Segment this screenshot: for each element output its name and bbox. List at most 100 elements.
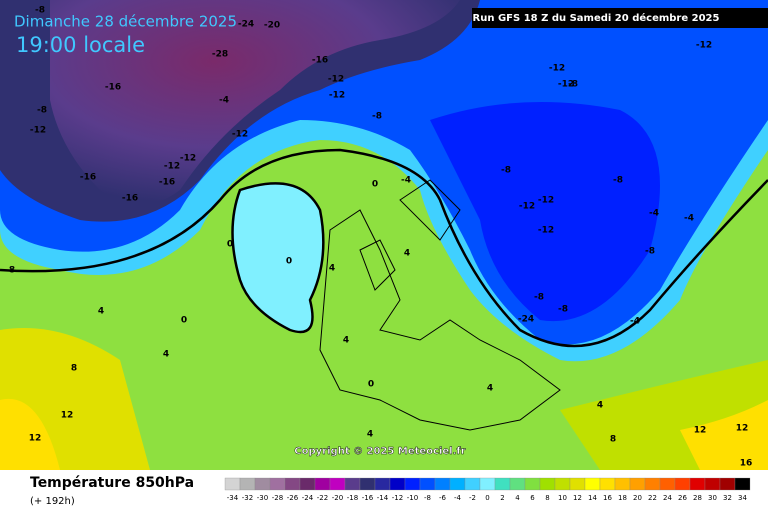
isotherm-label: -12 [180, 154, 196, 164]
forecast-time: 19:00 locale [16, 33, 145, 57]
scale-swatch [344, 477, 361, 491]
run-info: Run GFS 18 Z du Samedi 20 décembre 2025 [473, 12, 720, 24]
isotherm-label: 0 [227, 240, 233, 250]
scale-swatch [569, 477, 586, 491]
isotherm-label: 0 [368, 380, 374, 390]
scale-label: 8 [545, 494, 549, 502]
scale-label: -18 [347, 494, 358, 502]
scale-swatch [239, 477, 256, 491]
scale-label: 34 [738, 494, 747, 502]
scale-swatch [389, 477, 406, 491]
isotherm-label: -16 [80, 173, 96, 183]
scale-label: -4 [454, 494, 462, 502]
footer-title: Température 850hPa [30, 475, 194, 491]
scale-label: 16 [603, 494, 612, 502]
scale-swatch [524, 477, 541, 491]
scale-label: 20 [633, 494, 642, 502]
coastline [359, 179, 461, 291]
isotherm-label: 4 [404, 249, 410, 259]
scale-label: 18 [618, 494, 627, 502]
scale-swatch [449, 477, 466, 491]
scale-label: 0 [485, 494, 489, 502]
forecast-date: Dimanche 28 décembre 2025 [14, 13, 237, 31]
scale-label: 32 [723, 494, 732, 502]
map [0, 0, 768, 470]
scale-label: -6 [439, 494, 447, 502]
isotherm-label: 16 [740, 459, 753, 469]
map-labels: -8-16-8-12-16-16-16-12-12-12-4-20-24-28-… [9, 6, 752, 469]
scale-swatch [269, 477, 286, 491]
scale-swatch [254, 477, 271, 491]
scale-label: -20 [332, 494, 343, 502]
very-cold-area [50, 0, 460, 205]
isotherm-label: -8 [645, 247, 655, 257]
warm-area [680, 400, 768, 470]
footer [0, 470, 768, 512]
warm-area [0, 398, 60, 470]
isotherm-label: -16 [312, 56, 328, 66]
isotherm-label: 0 [181, 316, 187, 326]
scale-swatch [464, 477, 481, 491]
isotherm-label: -8 [372, 112, 382, 122]
scale-label: -10 [407, 494, 418, 502]
isotherm-label: -16 [105, 83, 121, 93]
isotherm-label: 4 [329, 264, 335, 274]
copyright: Copyright © 2025 Meteociel.fr [294, 446, 465, 457]
scale-swatch [644, 477, 661, 491]
isotherm-label: -12 [328, 75, 344, 85]
footer-lead: (+ 192h) [30, 496, 75, 507]
scale-label: -22 [317, 494, 328, 502]
run-banner [472, 8, 768, 28]
isotherm-label: 4 [98, 307, 104, 317]
isotherm-label: -8 [613, 176, 623, 186]
scale-label: -34 [227, 494, 239, 502]
isotherm-label: 8 [9, 266, 15, 276]
scale-swatch [404, 477, 421, 491]
scale-label: -14 [377, 494, 389, 502]
isotherm-label: -12 [30, 126, 46, 136]
scale-swatch [554, 477, 571, 491]
scale-label: -16 [362, 494, 374, 502]
scale-swatch [224, 477, 241, 491]
coastline [319, 209, 561, 431]
isotherm-label: -16 [122, 194, 138, 204]
isotherm-label: -12 [164, 162, 180, 172]
scale-label: -24 [302, 494, 314, 502]
isotherm-label: -4 [649, 209, 659, 219]
scale-swatch [629, 477, 646, 491]
scale-label: -32 [242, 494, 253, 502]
isotherm-label: 8 [610, 435, 616, 445]
isotherm-label: -24 [518, 315, 534, 325]
scale-swatch [434, 477, 451, 491]
isotherm-label: -12 [329, 91, 345, 101]
isotherm-label: -28 [212, 50, 228, 60]
zero-isotherm [231, 182, 325, 334]
isotherm-label: -12 [232, 130, 248, 140]
isotherm-label: 12 [61, 411, 74, 421]
isotherm-label: -12 [558, 80, 574, 90]
scale-swatch [539, 477, 556, 491]
isotherm-label: -4 [401, 176, 411, 186]
scale-swatch [704, 477, 721, 491]
isotherm-label: 4 [367, 430, 373, 440]
zero-isotherm [0, 148, 768, 348]
isotherm-label: 12 [694, 426, 707, 436]
cool-area [232, 183, 324, 332]
isotherm-label: 8 [71, 364, 77, 374]
isotherm-label: -8 [37, 106, 47, 116]
isotherm-label: -8 [534, 293, 544, 303]
scale-swatch [734, 477, 751, 491]
isotherm-label: -16 [159, 178, 175, 188]
isotherm-label: -12 [538, 196, 554, 206]
scale-swatch [494, 477, 511, 491]
isotherm-label: -4 [630, 317, 640, 327]
scale-swatch [374, 477, 391, 491]
isotherm-label: 12 [736, 424, 749, 434]
scale-swatch [674, 477, 691, 491]
scale-swatch [284, 477, 301, 491]
scale-swatch [419, 477, 436, 491]
isotherm-label: 12 [29, 434, 42, 444]
isotherm-label: -12 [696, 41, 712, 51]
scale-swatch [329, 477, 346, 491]
